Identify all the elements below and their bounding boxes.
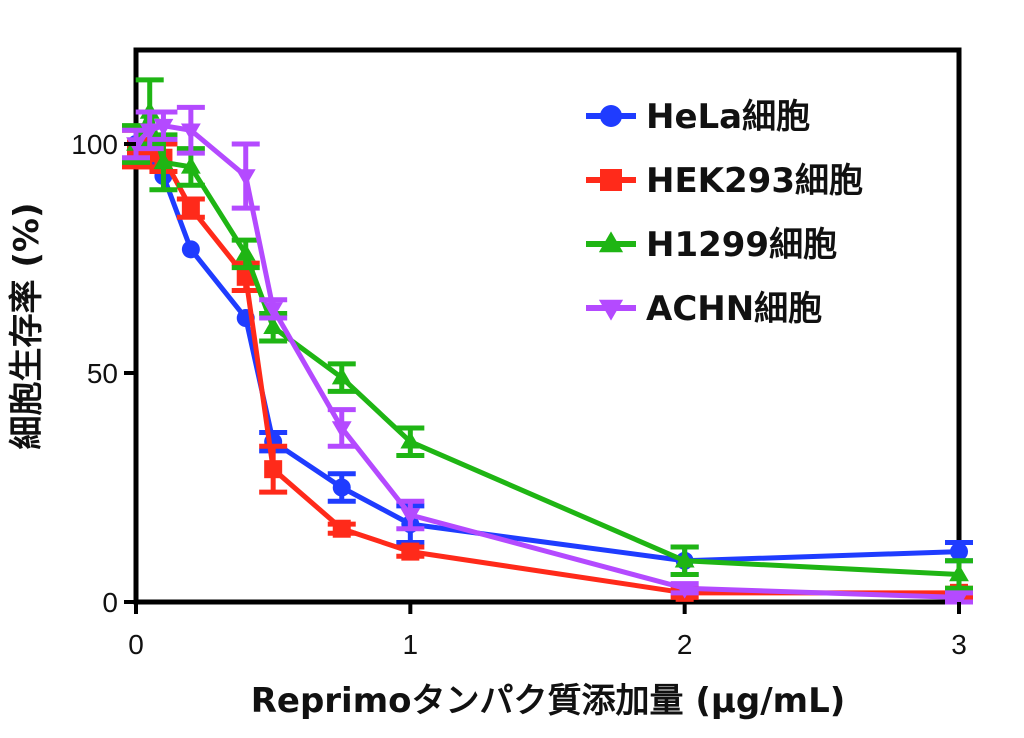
y-tick-label: 100 (71, 129, 118, 160)
data-point (181, 199, 200, 218)
data-point (139, 123, 160, 141)
x-tick-label: 1 (403, 629, 419, 660)
data-point (674, 581, 695, 599)
plot-frame (133, 47, 962, 605)
data-point (674, 550, 695, 568)
data-point (153, 151, 174, 170)
data-point (332, 519, 351, 538)
data-point (235, 243, 256, 261)
legend-marker (600, 105, 622, 127)
legend-label: HeLa細胞 (646, 97, 810, 137)
data-point (332, 478, 351, 497)
data-point (950, 542, 968, 561)
data-point (180, 123, 201, 141)
x-axis-title: Reprimoタンパク質添加量 (μg/mL) (251, 681, 846, 721)
data-point (400, 508, 421, 526)
legend-label: HEK293細胞 (646, 161, 863, 201)
data-point (949, 590, 969, 608)
data-point (331, 367, 352, 385)
y-tick-label: 50 (87, 358, 118, 389)
x-tick-label: 3 (951, 629, 967, 660)
x-tick-label: 0 (128, 629, 144, 660)
legend: HeLa細胞 HEK293細胞 H1299細胞 ACHN細胞 (586, 97, 863, 329)
ticks-layer: 0 1 2 3 0 50 100 (71, 129, 967, 660)
legend-marker (598, 299, 624, 321)
x-tick-label: 2 (677, 629, 693, 660)
series-layer (122, 77, 973, 608)
data-point (181, 240, 200, 259)
y-axis-title: 細胞生存率 (%) (7, 203, 47, 450)
data-point (153, 118, 174, 137)
data-point (331, 421, 352, 439)
legend-marker (600, 169, 622, 191)
series-line (135, 146, 959, 596)
data-point (264, 460, 283, 479)
y-tick-label: 0 (102, 587, 118, 618)
legend-marker (598, 231, 624, 253)
data-point (235, 169, 256, 187)
data-point (180, 156, 201, 174)
series-3 (122, 104, 973, 608)
data-point (949, 564, 969, 582)
data-point (400, 431, 421, 449)
legend-label: ACHN細胞 (646, 289, 822, 329)
data-point (263, 302, 284, 320)
data-point (263, 316, 284, 334)
data-point (401, 542, 420, 561)
legend-label: H1299細胞 (646, 225, 837, 265)
